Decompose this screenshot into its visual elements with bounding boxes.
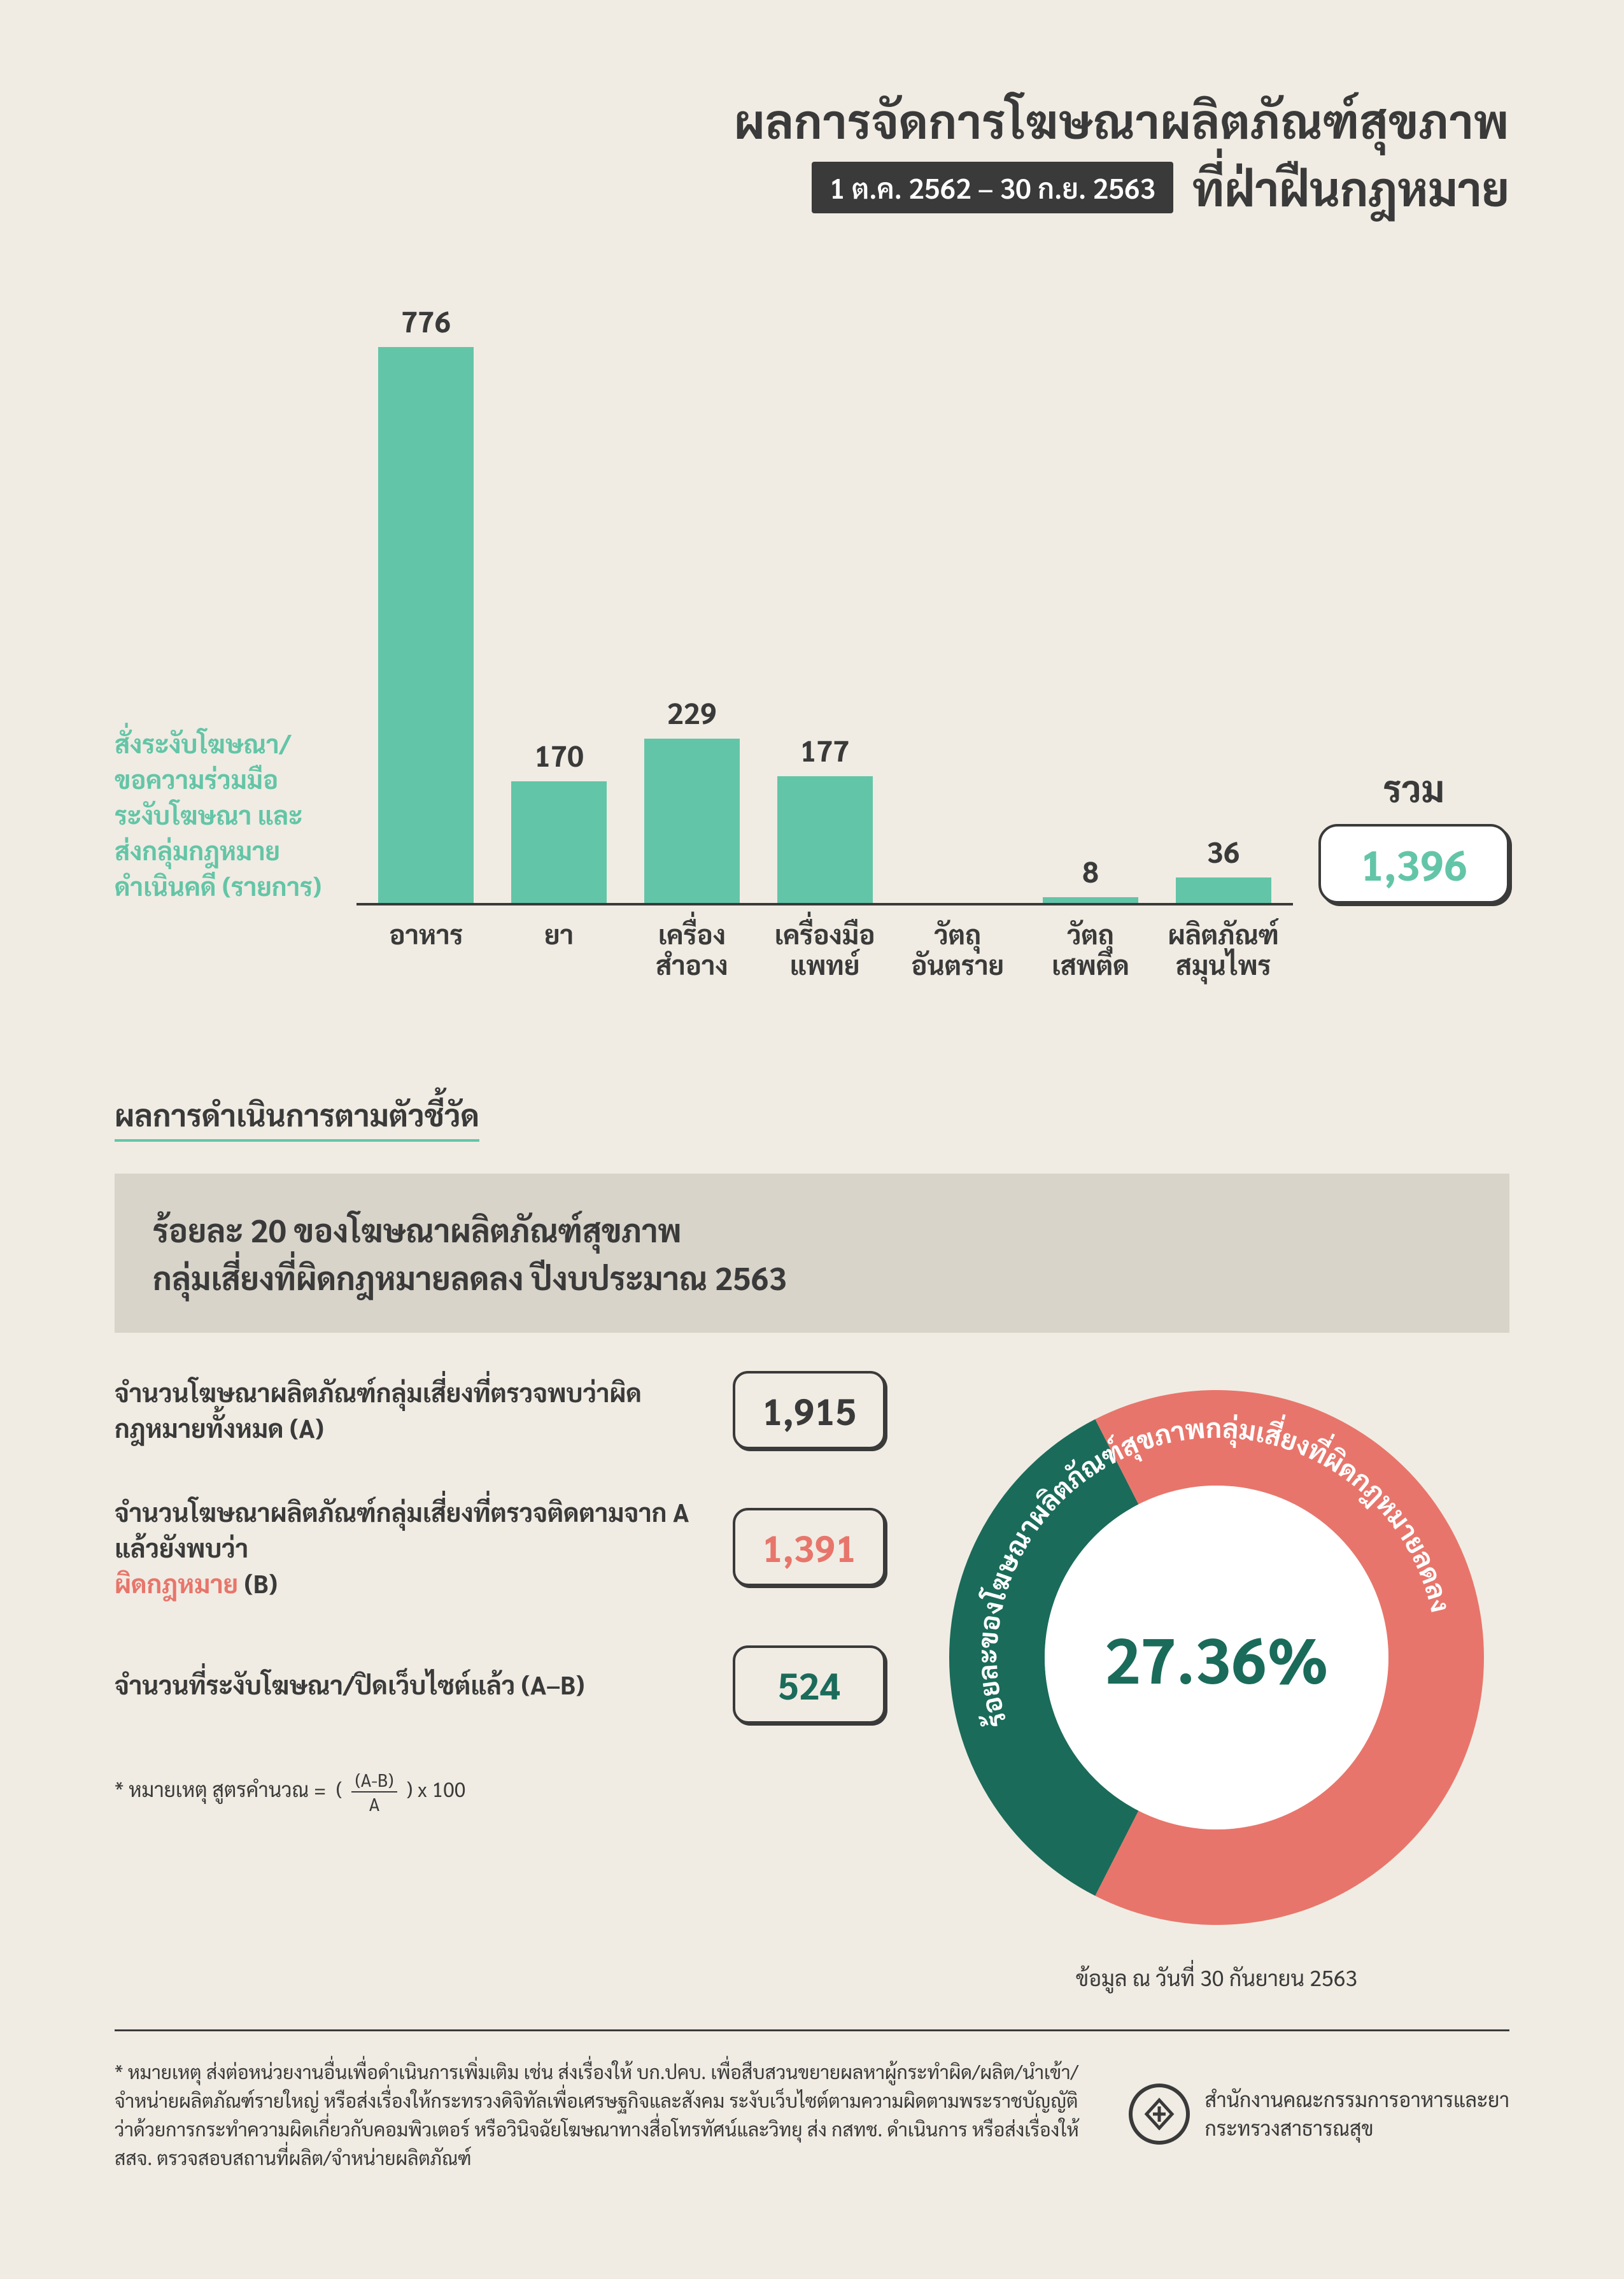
kpi-description: ร้อยละ 20 ของโฆษณาผลิตภัณฑ์สุขภาพกลุ่มเส… bbox=[115, 1174, 1509, 1333]
bar bbox=[378, 347, 474, 903]
bar-value: 170 bbox=[534, 735, 584, 774]
total-value: 1,396 bbox=[1318, 824, 1509, 904]
bar bbox=[777, 776, 873, 903]
page-header: ผลการจัดการโฆษณาผลิตภัณฑ์สุขภาพ 1 ต.ค. 2… bbox=[115, 89, 1509, 218]
bar bbox=[511, 781, 607, 903]
donut-percent: 27.36% bbox=[1105, 1616, 1329, 1699]
stat-row: จำนวนที่ระงับโฆษณา/ปิดเว็บไซต์แล้ว (A–B)… bbox=[115, 1645, 886, 1724]
stat-value-box: 1,391 bbox=[733, 1508, 886, 1586]
bar-chart-total: รวม 1,396 bbox=[1318, 763, 1509, 904]
bar-label: วัตถุเสพติด bbox=[1034, 918, 1148, 980]
stat-row: จำนวนโฆษณาผลิตภัณฑ์กลุ่มเสี่ยงที่ตรวจพบว… bbox=[115, 1371, 886, 1449]
footer-note: * หมายเหตุ ส่งต่อหน่วยงานอื่นเพื่อดำเนิน… bbox=[115, 2057, 1097, 2171]
bar-col: 177 bbox=[768, 730, 882, 903]
bar-label: อาหาร bbox=[369, 918, 483, 980]
footer-org-name: สำนักงานคณะกรรมการอาหารและยา กระทรวงสาธา… bbox=[1205, 2085, 1509, 2143]
date-range-pill: 1 ต.ค. 2562 – 30 ก.ย. 2563 bbox=[812, 162, 1173, 213]
total-label: รวม bbox=[1318, 763, 1509, 811]
stat-row: จำนวนโฆษณาผลิตภัณฑ์กลุ่มเสี่ยงที่ตรวจติด… bbox=[115, 1494, 886, 1601]
bar-chart-y-label: สั่งระงับโฆษณา/ขอความร่วมมือระงับโฆษณา แ… bbox=[115, 725, 331, 904]
kpi-stats: จำนวนโฆษณาผลิตภัณฑ์กลุ่มเสี่ยงที่ตรวจพบว… bbox=[115, 1371, 886, 1815]
bar-col bbox=[901, 895, 1015, 903]
bar-value: 36 bbox=[1207, 832, 1240, 870]
bar bbox=[1176, 877, 1271, 904]
formula-note: * หมายเหตุ สูตรคำนวณ = ( (A-B)A ) x 100 bbox=[115, 1768, 886, 1815]
bar-chart-section: สั่งระงับโฆษณา/ขอความร่วมมือระงับโฆษณา แ… bbox=[115, 294, 1509, 980]
kpi-section: ผลการดำเนินการตามตัวชี้วัด ร้อยละ 20 ของ… bbox=[115, 1095, 1509, 1991]
bar-label: เครื่องมือแพทย์ bbox=[768, 918, 882, 980]
bar-col: 776 bbox=[369, 301, 483, 903]
bar-value: 229 bbox=[667, 693, 717, 731]
page-footer: * หมายเหตุ ส่งต่อหน่วยงานอื่นเพื่อดำเนิน… bbox=[115, 2057, 1509, 2171]
bar-label: ผลิตภัณฑ์สมุนไพร bbox=[1166, 918, 1280, 980]
bar-value: 8 bbox=[1082, 851, 1099, 890]
bar-chart: 776 170 229 177 8 36 อาหาร ยา เครื่องสำอาง เครื่… bbox=[357, 294, 1293, 980]
bar-value: 177 bbox=[800, 730, 850, 769]
bar bbox=[1043, 897, 1138, 903]
bar-label: ยา bbox=[502, 918, 616, 980]
bar bbox=[644, 739, 740, 903]
kpi-heading: ผลการดำเนินการตามตัวชี้วัด bbox=[115, 1095, 479, 1142]
donut-caption: ข้อมูล ณ วันที่ 30 กันยายน 2563 bbox=[924, 1963, 1509, 1991]
bar-col: 170 bbox=[502, 735, 616, 903]
stat-value-box: 524 bbox=[733, 1645, 886, 1724]
footer-org-line1: สำนักงานคณะกรรมการอาหารและยา bbox=[1205, 2085, 1509, 2114]
fda-logo-icon bbox=[1129, 2084, 1190, 2145]
bar-label: วัตถุอันตราย bbox=[901, 918, 1015, 980]
title-line1: ผลการจัดการโฆษณาผลิตภัณฑ์สุขภาพ bbox=[115, 89, 1509, 150]
bar-value: 776 bbox=[401, 301, 451, 339]
bar-col: 229 bbox=[635, 693, 749, 903]
donut-chart-column: ร้อยละของโฆษณาผลิตภัณฑ์สุขภาพกลุ่มเสี่ยง… bbox=[924, 1371, 1509, 1991]
footer-org-line2: กระทรวงสาธารณสุข bbox=[1205, 2114, 1509, 2143]
bar-label: เครื่องสำอาง bbox=[635, 918, 749, 980]
stat-text: จำนวนโฆษณาผลิตภัณฑ์กลุ่มเสี่ยงที่ตรวจติด… bbox=[115, 1494, 707, 1601]
bar-col: 36 bbox=[1166, 832, 1280, 904]
footer-logo-block: สำนักงานคณะกรรมการอาหารและยา กระทรวงสาธา… bbox=[1129, 2084, 1509, 2145]
bar-col: 8 bbox=[1034, 851, 1148, 903]
stat-text: จำนวนโฆษณาผลิตภัณฑ์กลุ่มเสี่ยงที่ตรวจพบว… bbox=[115, 1374, 707, 1445]
stat-value-box: 1,915 bbox=[733, 1371, 886, 1449]
donut-chart: ร้อยละของโฆษณาผลิตภัณฑ์สุขภาพกลุ่มเสี่ยง… bbox=[930, 1371, 1503, 1944]
title-line2: ที่ฝ่าฝืนกฎหมาย bbox=[1192, 157, 1509, 218]
footer-divider bbox=[115, 2029, 1509, 2031]
stat-text: จำนวนที่ระงับโฆษณา/ปิดเว็บไซต์แล้ว (A–B) bbox=[115, 1666, 707, 1702]
